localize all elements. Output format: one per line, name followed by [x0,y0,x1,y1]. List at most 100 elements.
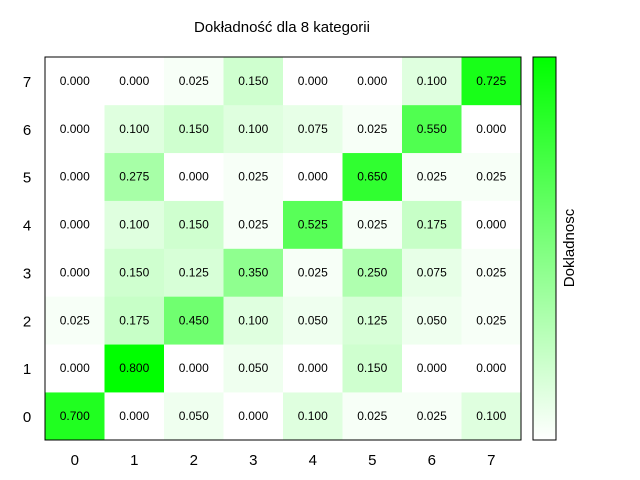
x-tick-label: 1 [130,452,138,469]
x-tick-label: 5 [368,452,376,469]
heatmap-cell-label: 0.000 [179,170,209,184]
heatmap-cell-label: 0.000 [119,74,149,88]
heatmap-cell-label: 0.025 [476,170,506,184]
heatmap-cell-label: 0.000 [60,74,90,88]
heatmap-cell [461,392,522,441]
heatmap-cell-label: 0.100 [119,122,149,136]
heatmap-cell-label: 0.250 [357,265,387,279]
heatmap-cell-label: 0.025 [60,313,90,327]
heatmap-cell-label: 0.000 [476,361,506,375]
heatmap-cell-label: 0.175 [417,218,447,232]
heatmap-cell-label: 0.175 [119,313,149,327]
heatmap-cell [283,296,343,345]
heatmap-cell [104,152,165,201]
y-tick-label: 0 [23,409,31,426]
heatmap-cell-label: 0.025 [417,170,447,184]
heatmap-cell-label: 0.025 [357,122,387,136]
heatmap-cell [402,296,462,345]
heatmap-cell [461,344,522,393]
heatmap-cell [104,344,165,393]
heatmap-cell [461,296,522,345]
heatmap-cell-label: 0.125 [357,313,387,327]
heatmap-cell [223,392,284,441]
y-tick-label: 5 [23,170,31,187]
heatmap-cell [461,200,522,249]
heatmap-cell [45,152,105,201]
heatmap-cell-label: 0.000 [298,170,328,184]
heatmap-cell-label: 0.350 [238,265,268,279]
heatmap-cell [402,344,462,393]
heatmap-cell-label: 0.150 [179,122,209,136]
heatmap-cell [223,152,284,201]
heatmap-cell-label: 0.725 [476,74,506,88]
heatmap-cell-label: 0.150 [179,218,209,232]
heatmap-cell-label: 0.100 [476,409,506,423]
heatmap-cell [223,296,284,345]
x-tick-label: 2 [190,452,198,469]
heatmap-cell-label: 0.050 [179,409,209,423]
heatmap-cell-label: 0.025 [238,218,268,232]
heatmap-cell [402,248,462,297]
heatmap-cell [342,104,403,154]
heatmap-cell-label: 0.025 [298,265,328,279]
heatmap-cell-label: 0.525 [298,218,328,232]
y-tick-label: 1 [23,361,31,378]
heatmap-cell [461,104,522,154]
heatmap-cell-label: 0.100 [119,218,149,232]
heatmap-cell-label: 0.000 [60,170,90,184]
heatmap-cell [223,200,284,249]
heatmap-cell-label: 0.450 [179,313,209,327]
heatmap-cell-label: 0.000 [179,361,209,375]
heatmap-cell [223,248,284,297]
heatmap-cell [342,296,403,345]
heatmap-cell [402,392,462,441]
y-axis-tick-labels: 0 1 2 3 4 5 6 7 [23,74,31,426]
chart-title: Dokładność dla 8 kategorii [194,19,370,36]
heatmap-cell-label: 0.050 [417,313,447,327]
heatmap-cell-label: 0.025 [476,313,506,327]
heatmap-cell [164,152,224,201]
heatmap-cell-label: 0.000 [238,409,268,423]
heatmap-cell [223,57,284,106]
heatmap-cell [164,344,224,393]
heatmap-cell-label: 0.100 [238,122,268,136]
heatmap-cell-label: 0.025 [238,170,268,184]
heatmap-cell [104,200,165,249]
heatmap-cell-label: 0.800 [119,361,149,375]
heatmap-cell [45,344,105,393]
heatmap-cells [45,57,522,441]
heatmap-cell [45,104,105,154]
y-tick-label: 7 [23,74,31,91]
heatmap-cell [461,57,522,106]
heatmap-cell [223,344,284,393]
heatmap-cell-label: 0.150 [119,265,149,279]
heatmap-cell-label: 0.025 [357,409,387,423]
heatmap-cell-label: 0.100 [238,313,268,327]
colorbar-label: Dokladnosc [561,208,578,287]
x-tick-label: 3 [249,452,257,469]
heatmap-cell [45,392,105,441]
heatmap-cell-label: 0.700 [60,409,90,423]
x-tick-label: 0 [71,452,79,469]
heatmap-cell-label: 0.100 [298,409,328,423]
heatmap-cell [342,392,403,441]
x-axis-tick-labels: 0 1 2 3 4 5 6 7 [71,452,496,469]
heatmap-cell-labels: 0.700 0.000 0.050 0.000 0.100 0.025 0.025 0.100… [60,74,507,423]
heatmap-cell-label: 0.000 [298,361,328,375]
heatmap-cell [104,392,165,441]
heatmap-cell-label: 0.000 [60,265,90,279]
heatmap-cell-label: 0.025 [417,409,447,423]
heatmap-cell-label: 0.275 [119,170,149,184]
heatmap-cell [283,392,343,441]
heatmap-cell-label: 0.650 [357,170,387,184]
heatmap-cell-label: 0.075 [417,265,447,279]
heatmap-cell [461,248,522,297]
heatmap-cell [223,104,284,154]
heatmap-cell-label: 0.000 [298,74,328,88]
heatmap-cell [45,248,105,297]
heatmap-cell-label: 0.075 [298,122,328,136]
heatmap-cell [283,57,343,106]
heatmap-cell [342,152,403,201]
heatmap-cell-label: 0.000 [417,361,447,375]
